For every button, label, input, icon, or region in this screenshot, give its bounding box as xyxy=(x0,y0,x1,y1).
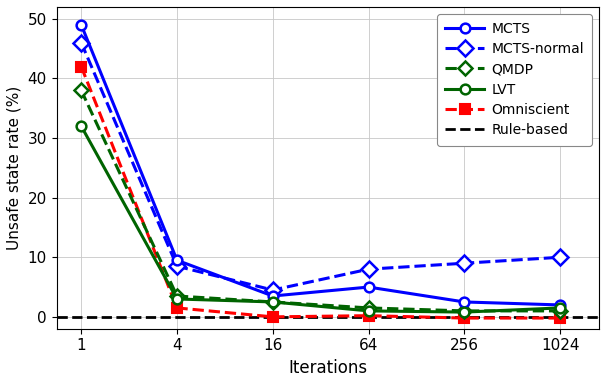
Omniscient xyxy=(461,316,468,320)
Line: Omniscient: Omniscient xyxy=(76,62,565,323)
MCTS xyxy=(173,258,181,263)
MCTS xyxy=(461,300,468,304)
Rule-based xyxy=(78,314,85,319)
Y-axis label: Unsafe state rate (%): Unsafe state rate (%) xyxy=(7,86,22,250)
MCTS-normal xyxy=(269,288,276,292)
LVT xyxy=(78,124,85,128)
LVT xyxy=(461,310,468,314)
MCTS-normal xyxy=(556,255,564,260)
MCTS xyxy=(269,294,276,298)
Line: MCTS-normal: MCTS-normal xyxy=(76,37,565,296)
QMDP xyxy=(461,309,468,313)
Omniscient xyxy=(78,64,85,69)
X-axis label: Iterations: Iterations xyxy=(288,359,367,377)
QMDP xyxy=(556,309,564,313)
QMDP xyxy=(365,306,372,310)
MCTS-normal xyxy=(365,267,372,271)
QMDP xyxy=(78,88,85,93)
Line: MCTS: MCTS xyxy=(76,20,565,310)
MCTS xyxy=(556,303,564,307)
Omniscient xyxy=(269,314,276,319)
Line: QMDP: QMDP xyxy=(76,86,565,316)
Omniscient xyxy=(365,313,372,318)
MCTS-normal xyxy=(78,40,85,45)
MCTS-normal xyxy=(461,261,468,265)
LVT xyxy=(556,306,564,310)
MCTS xyxy=(365,285,372,290)
LVT xyxy=(269,300,276,304)
MCTS-normal xyxy=(173,264,181,268)
Line: LVT: LVT xyxy=(76,121,565,317)
QMDP xyxy=(173,294,181,298)
MCTS xyxy=(78,23,85,27)
Omniscient xyxy=(556,316,564,320)
QMDP xyxy=(269,300,276,304)
Legend: MCTS, MCTS-normal, QMDP, LVT, Omniscient, Rule-based: MCTS, MCTS-normal, QMDP, LVT, Omniscient… xyxy=(437,14,592,146)
Omniscient xyxy=(173,306,181,310)
LVT xyxy=(365,309,372,313)
LVT xyxy=(173,297,181,301)
